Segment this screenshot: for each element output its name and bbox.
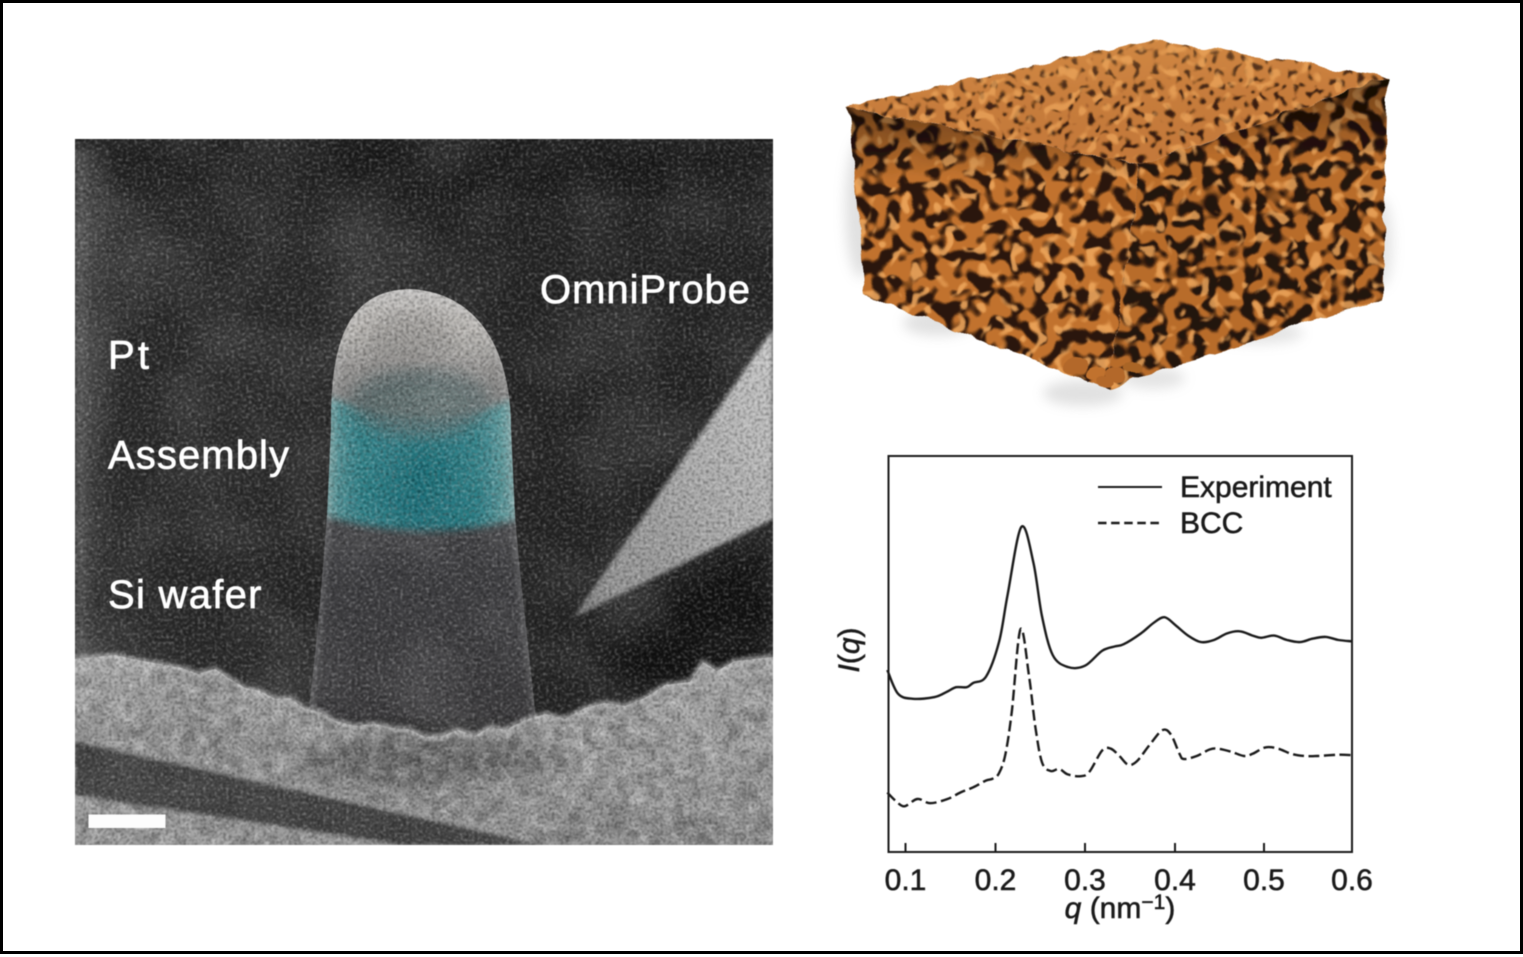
svg-text:0.6: 0.6 bbox=[1331, 864, 1373, 897]
svg-text:Experiment: Experiment bbox=[1180, 471, 1332, 504]
svg-text:0.1: 0.1 bbox=[885, 864, 927, 897]
svg-text:0.4: 0.4 bbox=[1154, 864, 1196, 897]
svg-text:Si wafer: Si wafer bbox=[108, 573, 262, 617]
svg-text:I(q): I(q) bbox=[833, 627, 866, 672]
svg-text:BCC: BCC bbox=[1180, 507, 1243, 540]
svg-text:Assembly: Assembly bbox=[108, 434, 289, 478]
svg-text:q (nm−1): q (nm−1) bbox=[1065, 891, 1176, 925]
svg-text:Pt: Pt bbox=[108, 334, 149, 378]
svg-text:0.5: 0.5 bbox=[1243, 864, 1285, 897]
svg-text:0.2: 0.2 bbox=[975, 864, 1017, 897]
svg-text:0.3: 0.3 bbox=[1064, 864, 1106, 897]
svg-text:OmniProbe: OmniProbe bbox=[540, 268, 750, 312]
